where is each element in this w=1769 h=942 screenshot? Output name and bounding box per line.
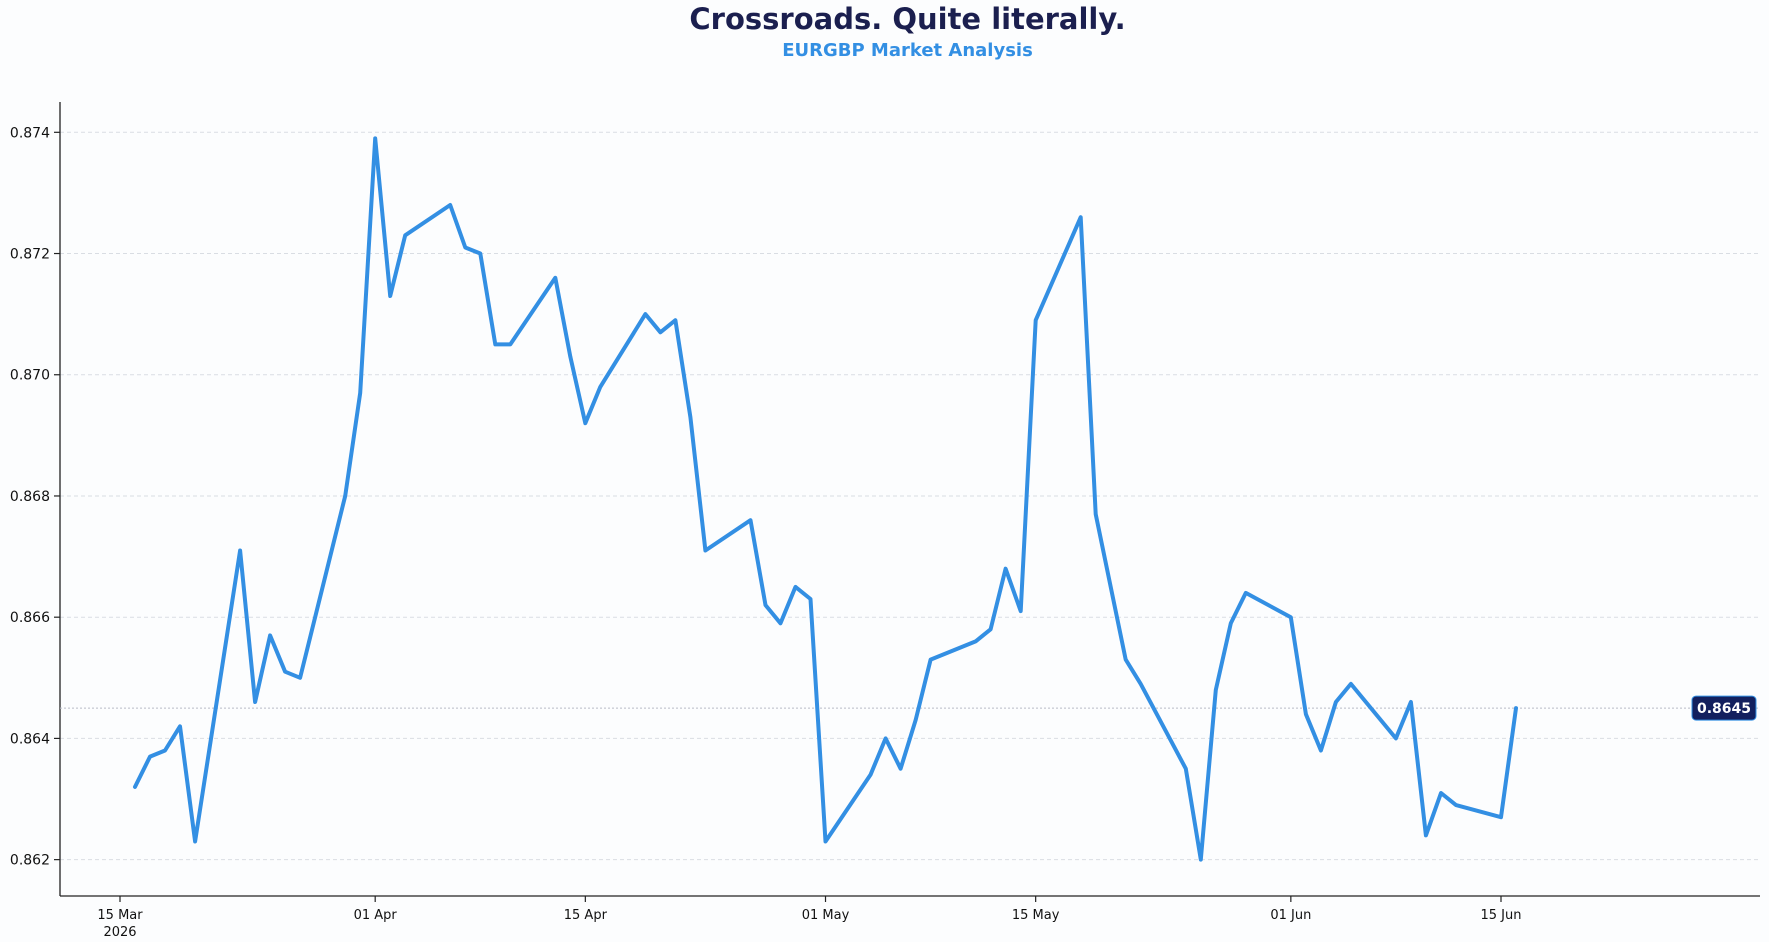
y-tick-label: 0.868 bbox=[10, 489, 50, 505]
y-tick-label: 0.862 bbox=[10, 853, 50, 869]
x-tick-label: 15 Jun bbox=[1481, 908, 1522, 923]
axes bbox=[59, 102, 1760, 897]
x-axis-ticks: 15 Mar 2026 01 Apr 15 Apr 01 May 15 May 01 Jun… bbox=[97, 896, 1522, 940]
last-value-badge-box bbox=[1691, 695, 1757, 721]
grid-lines bbox=[60, 131, 1760, 861]
x-tick-sublabel: 2026 bbox=[103, 925, 136, 940]
chart-title: Crossroads. Quite literally. bbox=[689, 2, 1126, 36]
y-tick-label: 0.870 bbox=[10, 368, 50, 384]
eurgbp-price-line bbox=[133, 136, 1518, 862]
y-tick-label: 0.864 bbox=[10, 731, 50, 747]
y-tick-label: 0.874 bbox=[10, 125, 50, 141]
x-tick-label: 15 May bbox=[1012, 908, 1060, 923]
chart-subtitle: EURGBP Market Analysis bbox=[782, 40, 1033, 61]
last-value-label: 0.8645 bbox=[1697, 701, 1751, 717]
x-tick-label: 01 Apr bbox=[354, 908, 398, 923]
x-tick-label: 01 Jun bbox=[1270, 908, 1311, 923]
y-axis-ticks: 0.862 0.864 0.866 0.868 0.870 0.872 0.874 bbox=[10, 125, 60, 869]
x-tick-label: 15 Mar bbox=[97, 908, 143, 923]
y-tick-label: 0.872 bbox=[10, 247, 50, 263]
y-tick-label: 0.866 bbox=[10, 610, 50, 626]
x-tick-label: 01 May bbox=[802, 908, 850, 923]
series-line bbox=[133, 136, 1518, 862]
x-tick-label: 15 Apr bbox=[564, 908, 608, 923]
last-value-badge: 0.8645 bbox=[1691, 695, 1757, 721]
